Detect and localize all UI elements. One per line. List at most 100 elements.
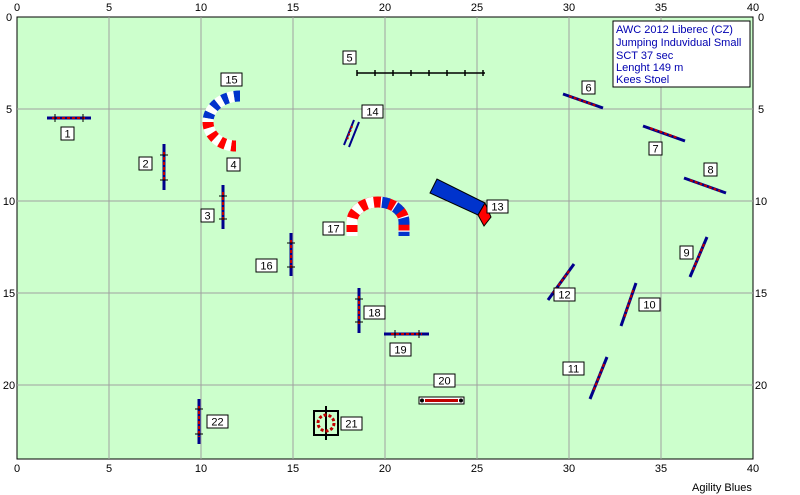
number-label-text: 8 — [707, 165, 713, 177]
number-label-13: 13 — [486, 199, 509, 214]
obstacle-number-labels: 1 2 3 4 5 6 7 8 — [60, 50, 718, 431]
obstacle-chute-13 — [429, 178, 492, 227]
x-tick-bottom: 0 — [14, 463, 20, 475]
y-tick-right: 5 — [758, 104, 764, 116]
x-tick-top: 15 — [287, 2, 299, 14]
number-label-11: 11 — [562, 361, 585, 376]
number-label-22: 22 — [206, 414, 229, 429]
number-label-8: 8 — [703, 162, 718, 177]
number-label-text: 17 — [327, 224, 339, 236]
obstacle-jump-2 — [160, 144, 168, 190]
number-label-text: 10 — [643, 300, 655, 312]
number-label-20: 20 — [433, 373, 456, 388]
axis-left: 0 5 10 15 20 — [3, 12, 15, 392]
y-tick-left: 20 — [3, 380, 15, 392]
course-info-box: AWC 2012 Liberec (CZ) Jumping Induvidual… — [612, 20, 751, 88]
number-label-3: 3 — [200, 208, 215, 223]
obstacle-long-jump-20 — [418, 396, 465, 405]
number-label-text: 15 — [225, 75, 237, 87]
number-label-text: 11 — [568, 364, 579, 376]
obstacle-jump-22 — [195, 399, 203, 444]
number-label-7: 7 — [648, 141, 663, 156]
number-label-21: 21 — [340, 416, 363, 431]
axis-right: 0 5 10 15 20 — [755, 12, 767, 392]
number-label-text: 5 — [346, 53, 352, 65]
obstacle-tyre-21 — [313, 406, 339, 440]
number-label-text: 9 — [683, 248, 689, 260]
number-label-15: 15 — [220, 72, 243, 87]
obstacle-jump-6 — [562, 92, 604, 110]
number-label-text: 7 — [652, 144, 658, 156]
obstacle-jump-7 — [642, 124, 686, 143]
number-label-10: 10 — [638, 297, 661, 312]
event-title: AWC 2012 Liberec (CZ) — [616, 24, 733, 36]
number-label-text: 1 — [64, 129, 70, 141]
x-tick-bottom: 10 — [195, 463, 207, 475]
number-label-4: 4 — [226, 157, 241, 172]
x-tick-top: 10 — [195, 2, 207, 14]
number-label-14: 14 — [361, 104, 384, 119]
y-tick-right: 10 — [755, 196, 767, 208]
number-label-12: 12 — [553, 287, 576, 302]
number-label-2: 2 — [138, 156, 153, 171]
x-tick-top: 35 — [655, 2, 667, 14]
number-label-text: 12 — [558, 290, 570, 302]
number-label-19: 19 — [389, 342, 412, 357]
obstacle-double-jump-14 — [343, 119, 360, 148]
x-tick-bottom: 25 — [471, 463, 483, 475]
course-length: Lenght 149 m — [616, 62, 683, 74]
x-tick-bottom: 35 — [655, 463, 667, 475]
x-tick-top: 20 — [379, 2, 391, 14]
number-label-text: 21 — [345, 419, 357, 431]
x-tick-bottom: 5 — [106, 463, 112, 475]
obstacle-jump-9 — [688, 236, 709, 278]
number-label-text: 19 — [394, 345, 406, 357]
obstacle-tunnel-15 — [202, 90, 241, 152]
obstacle-jump-11 — [588, 356, 609, 400]
number-label-1: 1 — [60, 126, 75, 141]
y-tick-left: 10 — [3, 196, 15, 208]
y-tick-left: 15 — [3, 288, 15, 300]
x-tick-top: 5 — [106, 2, 112, 14]
class-name: Jumping Induvidual Small — [616, 37, 741, 49]
obstacle-jump-16 — [287, 233, 295, 276]
obstacle-jump-8 — [683, 176, 727, 195]
number-label-6: 6 — [581, 80, 596, 95]
number-label-text: 13 — [491, 202, 503, 214]
number-label-text: 4 — [230, 160, 236, 172]
number-label-text: 3 — [204, 211, 210, 223]
axis-top: 0 5 10 15 20 25 30 35 40 — [14, 2, 759, 14]
obstacle-jump-1 — [47, 114, 91, 122]
y-tick-left: 0 — [6, 12, 12, 24]
obstacle-tunnel-17 — [346, 196, 410, 236]
x-tick-top: 40 — [747, 2, 759, 14]
x-tick-bottom: 20 — [379, 463, 391, 475]
number-label-17: 17 — [322, 221, 345, 236]
judge-name: Kees Stoel — [616, 74, 669, 86]
x-tick-top: 25 — [471, 2, 483, 14]
x-tick-bottom: 15 — [287, 463, 299, 475]
y-tick-right: 15 — [755, 288, 767, 300]
number-label-text: 22 — [211, 417, 223, 429]
obstacle-weave-5 — [356, 70, 485, 76]
x-tick-bottom: 40 — [747, 463, 759, 475]
x-tick-top: 0 — [14, 2, 20, 14]
number-label-text: 20 — [438, 376, 450, 388]
number-label-text: 16 — [260, 261, 272, 273]
obstacle-jump-3 — [219, 185, 227, 229]
software-credit: Agility Blues — [692, 482, 752, 494]
y-tick-left: 5 — [6, 104, 12, 116]
number-label-text: 14 — [366, 107, 378, 119]
obstacle-jump-10 — [619, 282, 638, 327]
number-label-5: 5 — [342, 50, 357, 65]
y-tick-right: 20 — [755, 380, 767, 392]
obstacle-jump-19 — [384, 330, 429, 338]
number-label-9: 9 — [679, 245, 694, 260]
standard-course-time: SCT 37 sec — [616, 50, 674, 62]
obstacle-jump-18 — [355, 288, 363, 333]
number-label-16: 16 — [255, 258, 278, 273]
axis-bottom: 0 5 10 15 20 25 30 35 40 — [14, 463, 759, 475]
number-label-text: 2 — [142, 159, 148, 171]
number-label-18: 18 — [363, 305, 386, 320]
